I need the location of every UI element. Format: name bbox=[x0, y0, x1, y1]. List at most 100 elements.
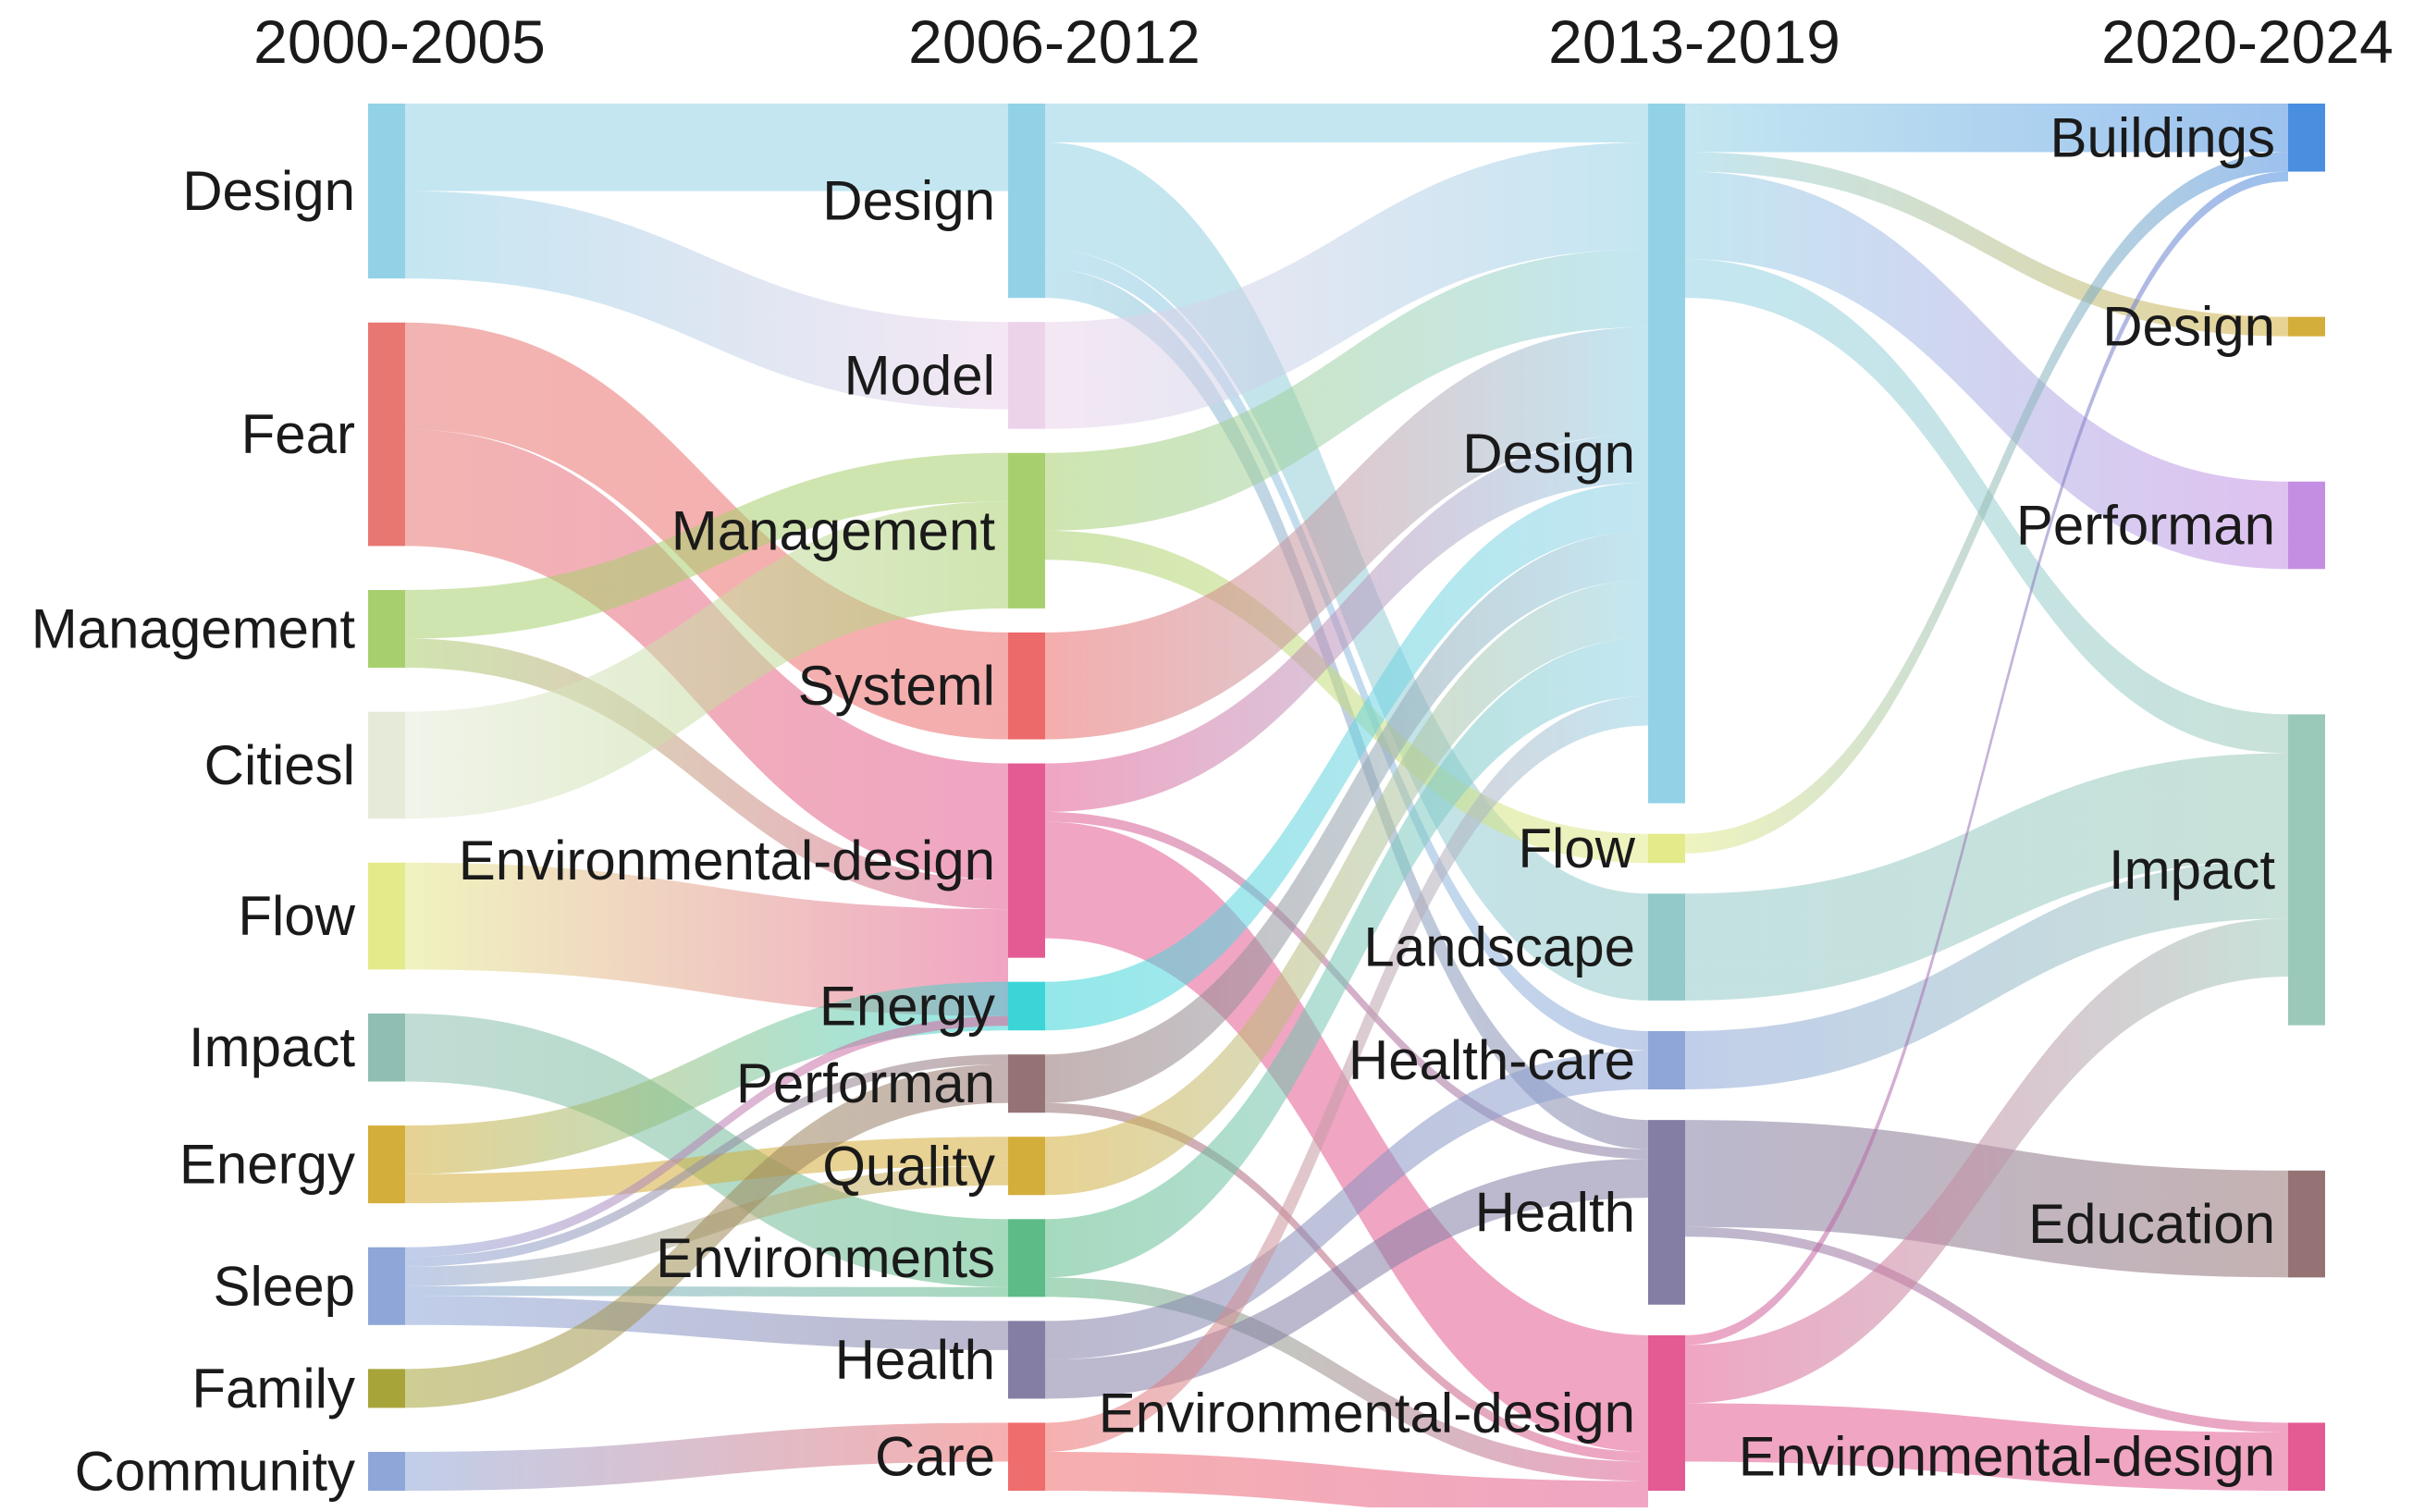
link-p1-sleep-to-p2-envdesign bbox=[405, 1015, 1008, 1258]
node-label-p1-community: Community bbox=[75, 1440, 355, 1502]
node-p4-design bbox=[2288, 316, 2325, 337]
link-p1-design-to-p2-design bbox=[405, 104, 1008, 191]
link-p1-impact-to-p2-environments bbox=[405, 1013, 1008, 1287]
node-p2-model bbox=[1008, 322, 1045, 429]
node-p3-healthcare bbox=[1648, 1030, 1685, 1090]
links-layer bbox=[405, 104, 2288, 1512]
link-p2-quality-to-p3-design bbox=[1045, 579, 1648, 1196]
link-p3-envdesign-to-p4-buildings bbox=[1685, 171, 2288, 1346]
node-label-p2-quality: Quality bbox=[822, 1135, 995, 1197]
node-label-p3-envdesign: Environmental-design bbox=[1099, 1382, 1635, 1444]
link-p2-performan-to-p3-design bbox=[1045, 531, 1648, 1103]
link-p1-flow-to-p2-envdesign bbox=[405, 862, 1008, 1016]
node-label-p2-model: Model bbox=[844, 344, 995, 406]
node-label-p4-envdesign: Environmental-design bbox=[1739, 1426, 2275, 1488]
node-label-p4-education: Education bbox=[2028, 1193, 2275, 1255]
node-p1-citiesl bbox=[368, 711, 405, 819]
node-label-p3-landscape: Landscape bbox=[1363, 916, 1635, 978]
node-p2-performan bbox=[1008, 1054, 1045, 1113]
node-p2-environments bbox=[1008, 1219, 1045, 1297]
link-p1-sleep-to-p2-health bbox=[405, 1296, 1008, 1350]
link-p3-envdesign-to-p4-envdesign bbox=[1685, 1403, 2288, 1491]
node-p3-design bbox=[1648, 104, 1685, 804]
period-header-2006-2012: 2006-2012 bbox=[908, 7, 1200, 76]
node-p2-care bbox=[1008, 1422, 1045, 1491]
link-p2-energy-to-p3-design bbox=[1045, 482, 1648, 1031]
node-p4-buildings bbox=[2288, 104, 2325, 172]
node-label-p2-management: Management bbox=[671, 499, 996, 561]
node-label-p2-care: Care bbox=[875, 1426, 995, 1488]
node-label-p2-systeml: Systeml bbox=[798, 655, 995, 717]
link-p2-management-to-p3-flow bbox=[1045, 530, 1648, 864]
link-p3-health-to-p4-envdesign bbox=[1685, 1226, 2288, 1432]
node-p3-health bbox=[1648, 1120, 1685, 1305]
node-label-p4-performan: Performan bbox=[2016, 495, 2275, 557]
node-p3-landscape bbox=[1648, 893, 1685, 1001]
link-p2-care-to-p3-envdesign bbox=[1045, 1451, 1648, 1512]
link-p2-health-to-p3-health bbox=[1045, 1159, 1648, 1399]
node-label-p2-energy: Energy bbox=[819, 975, 995, 1037]
node-p4-envdesign bbox=[2288, 1422, 2325, 1491]
node-p1-management bbox=[368, 589, 405, 669]
period-header-2013-2019: 2013-2019 bbox=[1548, 7, 1840, 76]
node-p2-health bbox=[1008, 1321, 1045, 1399]
link-p1-energy-to-p2-quality bbox=[405, 1137, 1008, 1204]
node-label-p1-impact: Impact bbox=[189, 1016, 355, 1078]
node-label-p1-management: Management bbox=[31, 598, 356, 660]
node-label-p3-design: Design bbox=[1462, 423, 1635, 485]
link-p2-design-to-p3-healthcare bbox=[1045, 249, 1648, 1051]
link-p2-systeml-to-p3-design bbox=[1045, 326, 1648, 740]
node-label-p2-health: Health bbox=[835, 1329, 995, 1391]
link-p1-community-to-p2-care bbox=[405, 1422, 1008, 1491]
node-label-p2-performan: Performan bbox=[736, 1052, 995, 1114]
link-p3-health-to-p4-education bbox=[1685, 1120, 2288, 1278]
link-p2-environments-to-p3-envdesign bbox=[1045, 1277, 1648, 1481]
link-p2-design-to-p3-design bbox=[1045, 104, 1648, 143]
node-p2-management bbox=[1008, 452, 1045, 608]
node-p1-flow bbox=[368, 862, 405, 970]
node-p2-energy bbox=[1008, 981, 1045, 1031]
node-p4-performan bbox=[2288, 481, 2325, 570]
node-label-p2-envdesign: Environmental-design bbox=[459, 830, 995, 891]
node-label-p1-design: Design bbox=[182, 160, 355, 222]
node-p2-quality bbox=[1008, 1137, 1045, 1196]
node-label-p1-energy: Energy bbox=[179, 1134, 355, 1196]
link-p2-model-to-p3-design bbox=[1045, 142, 1648, 429]
link-p1-sleep-to-p2-environments bbox=[405, 1285, 1008, 1297]
link-p3-design-to-p4-performan bbox=[1685, 171, 2288, 570]
node-p1-fear bbox=[368, 322, 405, 547]
node-label-p1-fear: Fear bbox=[241, 403, 355, 465]
link-p1-energy-to-p2-energy bbox=[405, 981, 1008, 1174]
link-p2-envdesign-to-p3-envdesign bbox=[1045, 821, 1648, 1452]
link-p1-family-to-p2-performan bbox=[405, 1063, 1008, 1408]
node-label-p4-buildings: Buildings bbox=[2050, 106, 2276, 168]
node-label-p3-flow: Flow bbox=[1518, 817, 1635, 879]
node-label-p1-flow: Flow bbox=[238, 885, 355, 947]
link-p3-landscape-to-p4-impact bbox=[1685, 753, 2288, 1001]
link-p2-management-to-p3-design bbox=[1045, 249, 1648, 531]
link-p3-flow-to-p4-buildings bbox=[1685, 152, 2288, 854]
node-label-p4-design: Design bbox=[2102, 296, 2275, 358]
link-p2-envdesign-to-p3-design bbox=[1045, 434, 1648, 813]
link-p1-management-to-p2-management bbox=[405, 452, 1008, 639]
node-p2-envdesign bbox=[1008, 763, 1045, 958]
link-p3-design-to-p4-buildings bbox=[1685, 104, 2288, 153]
nodes-layer bbox=[368, 104, 2325, 1491]
node-p1-impact bbox=[368, 1013, 405, 1082]
node-p4-impact bbox=[2288, 714, 2325, 1026]
node-label-p1-citiesl: Citiesl bbox=[204, 734, 355, 796]
node-label-p1-family: Family bbox=[191, 1358, 355, 1420]
link-p1-citiesl-to-p2-management bbox=[405, 501, 1008, 819]
node-p1-sleep bbox=[368, 1247, 405, 1325]
link-p1-management-to-p2-envdesign bbox=[405, 638, 1008, 910]
node-label-p2-environments: Environments bbox=[656, 1227, 995, 1289]
period-headers: 2000-2005 2006-2012 2013-2019 2020-2024 bbox=[253, 7, 2394, 76]
node-p1-community bbox=[368, 1451, 405, 1491]
period-header-2020-2024: 2020-2024 bbox=[2101, 7, 2394, 76]
link-p2-environments-to-p3-design bbox=[1045, 637, 1648, 1278]
node-p1-family bbox=[368, 1369, 405, 1408]
node-p1-energy bbox=[368, 1125, 405, 1204]
node-label-p2-design: Design bbox=[822, 170, 995, 232]
